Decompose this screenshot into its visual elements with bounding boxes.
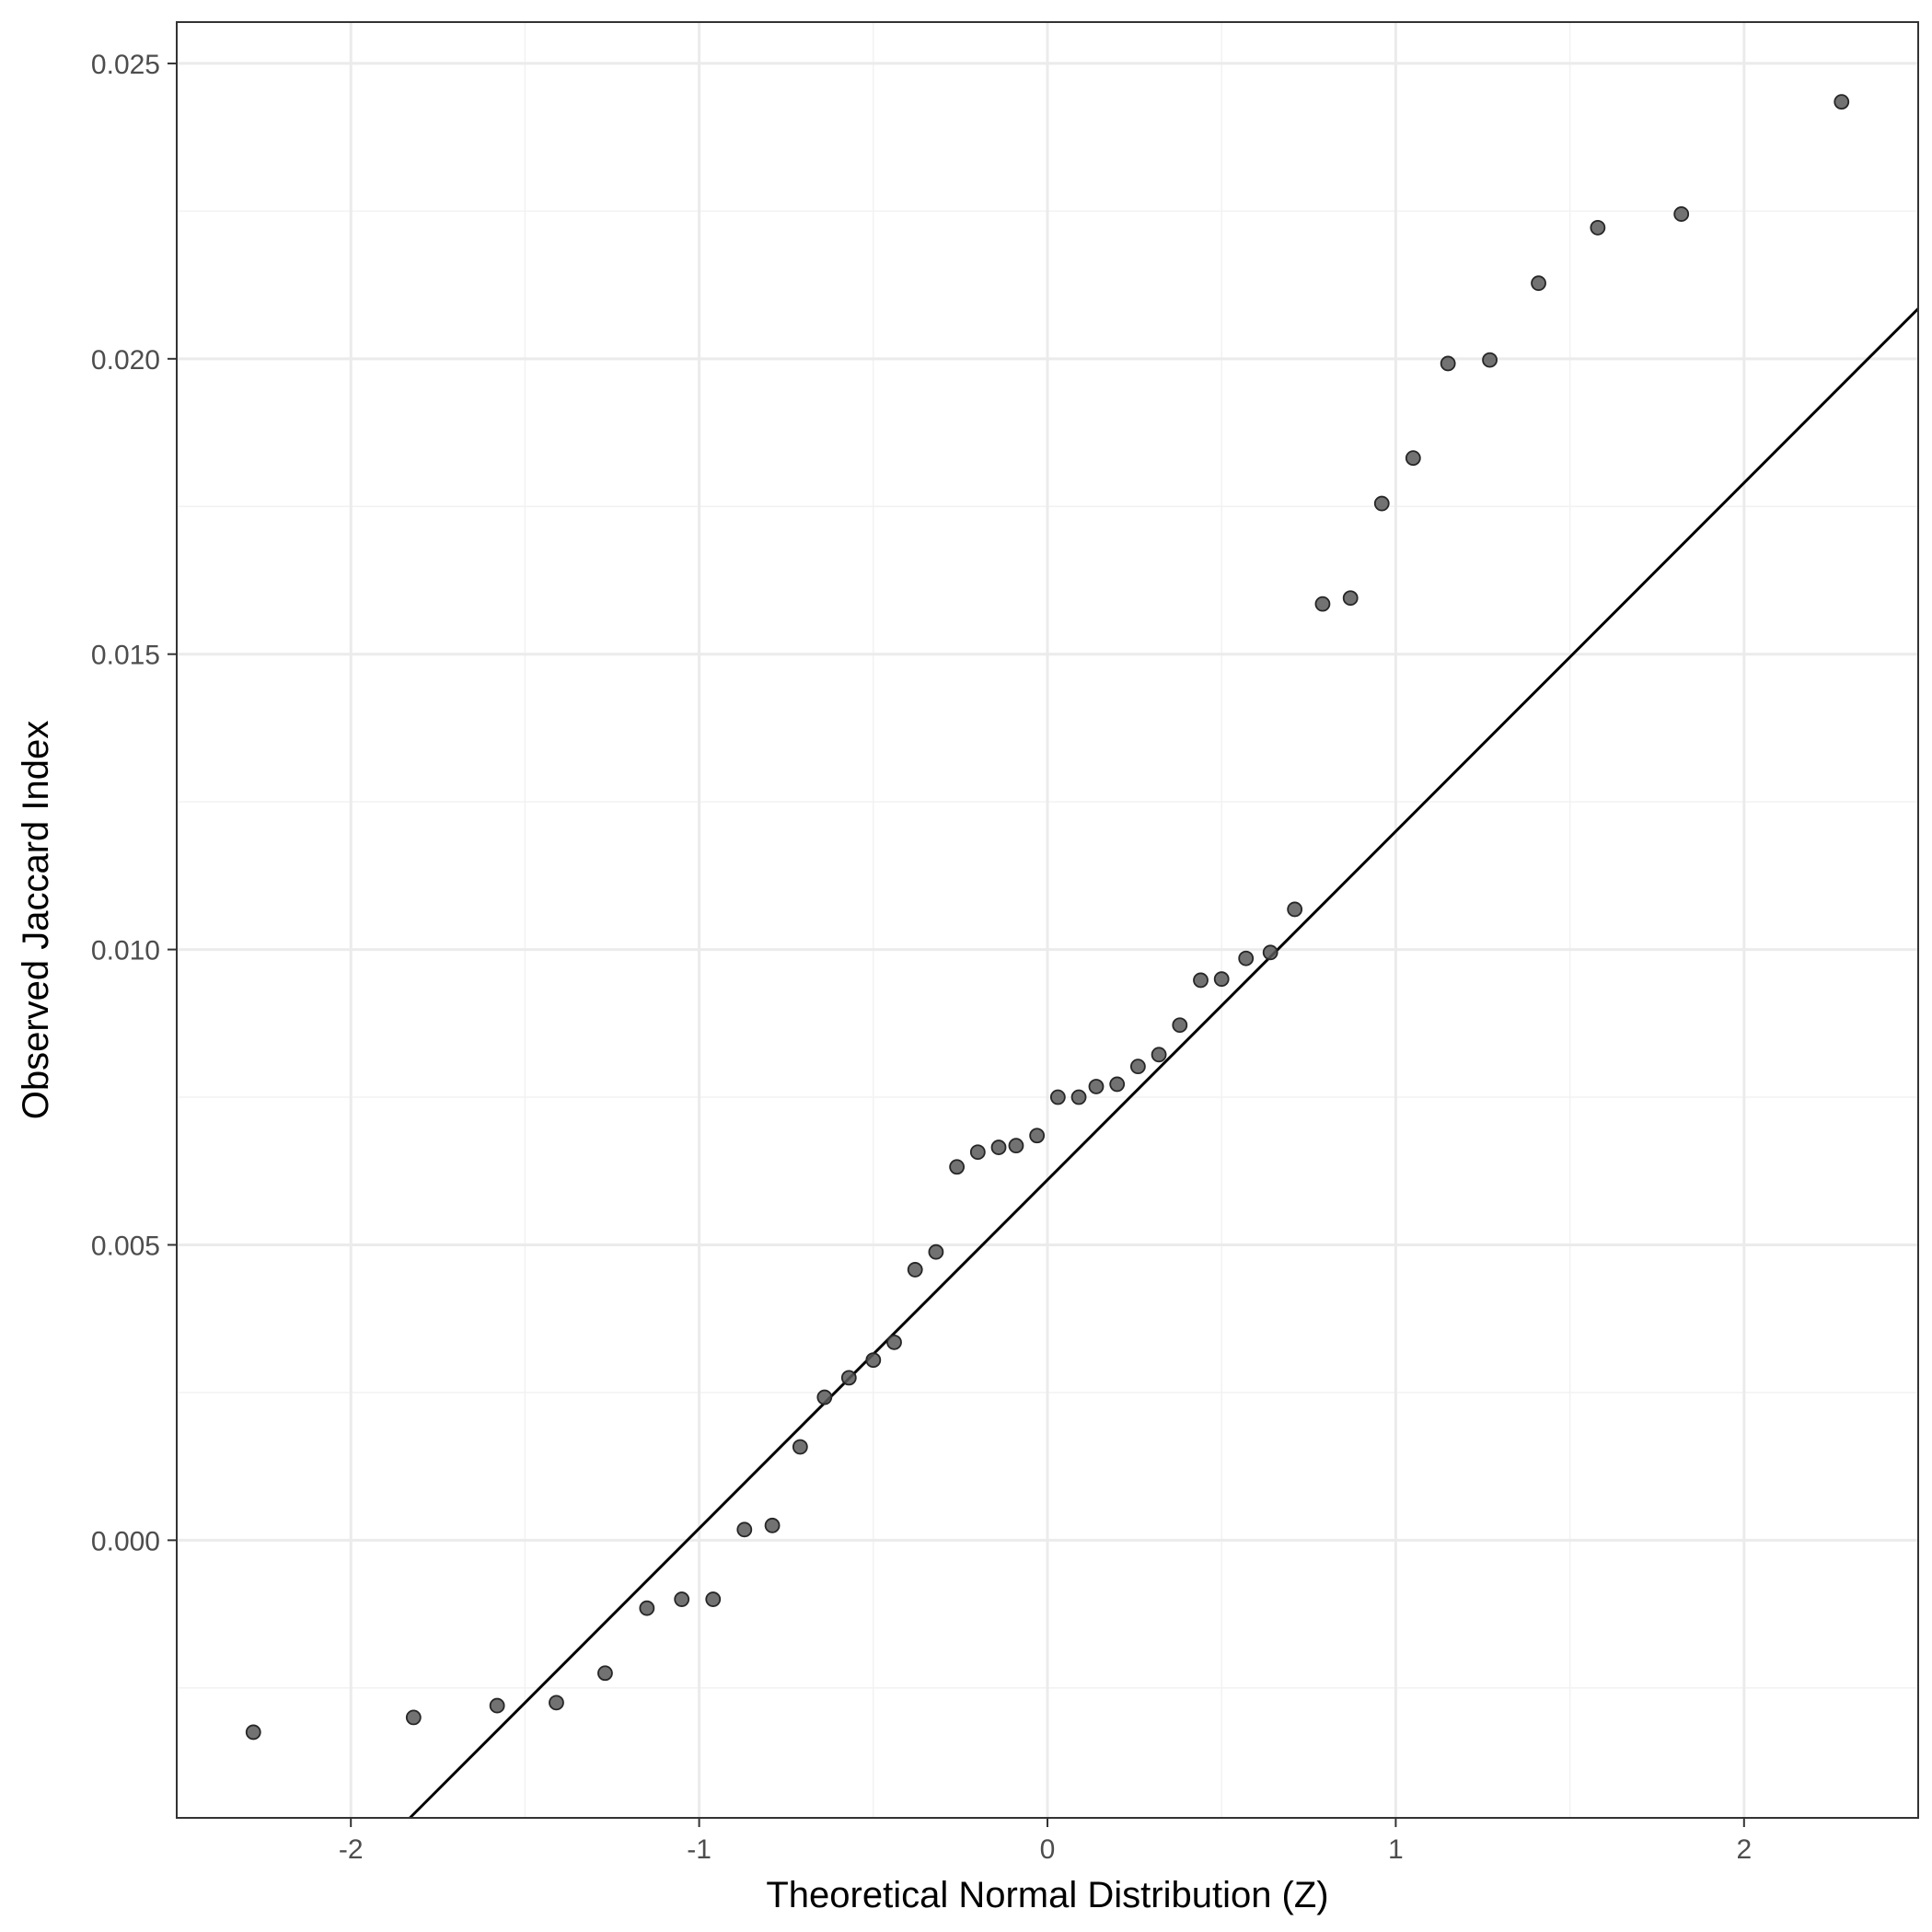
y-axis: 0.000 0.005 0.010 0.015 0.020 0.025 (91, 50, 177, 1556)
data-point (1029, 1128, 1046, 1144)
data-point (245, 1724, 261, 1741)
y-tick-label: 0.020 (91, 345, 160, 376)
data-point (1109, 1076, 1126, 1093)
data-point (1440, 355, 1456, 372)
y-tick-label: 0.000 (91, 1526, 160, 1556)
data-point (1342, 590, 1359, 607)
data-point (1590, 219, 1606, 236)
reference-line (409, 307, 1920, 1820)
data-point (674, 1591, 690, 1607)
data-point (1129, 1059, 1146, 1075)
data-point (792, 1439, 808, 1455)
data-point (1405, 450, 1421, 467)
data-point (1151, 1047, 1167, 1063)
x-axis-title: Theoretical Normal Distribution (Z) (766, 1875, 1328, 1915)
data-point (764, 1517, 781, 1533)
data-point (1262, 944, 1278, 961)
data-point (949, 1159, 966, 1175)
data-point (1172, 1017, 1188, 1034)
data-point (1373, 495, 1390, 512)
y-tick-label: 0.010 (91, 936, 160, 966)
data-point (1213, 971, 1230, 988)
x-tick-label: -2 (339, 1834, 364, 1865)
data-point (969, 1144, 986, 1161)
data-point (1314, 596, 1331, 612)
y-tick-label: 0.015 (91, 641, 160, 671)
data-point (1482, 352, 1498, 368)
data-point (1193, 972, 1209, 989)
major-gridlines (177, 22, 1918, 1818)
data-point (886, 1334, 902, 1350)
x-tick-label: 1 (1388, 1834, 1404, 1865)
data-point (1834, 94, 1850, 110)
y-tick-label: 0.025 (91, 50, 160, 80)
x-tick-label: -1 (687, 1834, 711, 1865)
data-point (489, 1697, 505, 1714)
data-point (1049, 1089, 1066, 1105)
data-point (865, 1352, 882, 1369)
data-point (1238, 950, 1255, 966)
data-points (245, 94, 1850, 1741)
data-point (736, 1521, 753, 1538)
data-point (1531, 275, 1546, 292)
reference-line-group (409, 307, 1920, 1820)
data-point (705, 1591, 722, 1607)
data-point (990, 1140, 1007, 1155)
x-tick-label: 0 (1040, 1834, 1056, 1865)
data-point (928, 1244, 944, 1260)
data-point (1008, 1138, 1024, 1154)
y-tick-label: 0.005 (91, 1231, 160, 1261)
data-point (405, 1709, 422, 1726)
data-point (1088, 1079, 1105, 1094)
data-point (1070, 1089, 1087, 1105)
data-point (1287, 901, 1303, 918)
data-point (907, 1262, 923, 1278)
x-axis: -2 -1 0 1 2 (339, 1818, 1752, 1865)
data-point (597, 1665, 613, 1682)
data-point (816, 1389, 833, 1406)
data-point (639, 1600, 655, 1616)
y-axis-title: Observed Jaccard Index (16, 721, 56, 1120)
x-tick-label: 2 (1736, 1834, 1752, 1865)
data-point (1673, 206, 1690, 222)
data-point (549, 1695, 564, 1711)
data-point (840, 1370, 857, 1386)
